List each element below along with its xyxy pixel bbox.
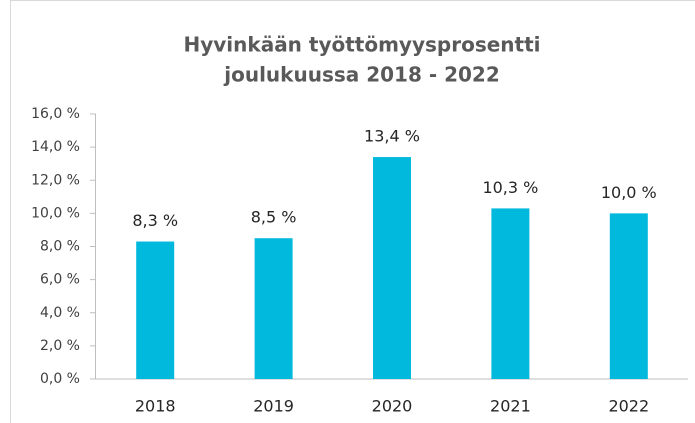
data-label: 8,5 %	[251, 208, 297, 227]
chart-frame	[10, 0, 695, 423]
bar	[491, 208, 530, 379]
chart-title: joulukuussa 2018 - 2022	[223, 63, 500, 87]
data-label: 13,4 %	[364, 127, 420, 146]
y-tick-label: 14,0 %	[31, 139, 80, 155]
y-tick-label: 0,0 %	[40, 371, 80, 387]
y-tick-label: 2,0 %	[40, 338, 80, 354]
y-tick-label: 8,0 %	[40, 239, 80, 255]
data-label: 8,3 %	[132, 211, 178, 230]
x-tick-label: 2019	[253, 397, 294, 416]
chart-title: Hyvinkään työttömyysprosentti	[183, 33, 540, 57]
bar	[254, 238, 293, 379]
bar	[609, 213, 648, 379]
data-label: 10,3 %	[482, 178, 538, 197]
y-tick-label: 16,0 %	[31, 106, 80, 122]
y-tick-label: 4,0 %	[40, 305, 80, 321]
bar	[136, 241, 175, 379]
bar	[373, 157, 411, 379]
data-label: 10,0 %	[601, 183, 657, 202]
x-tick-label: 2020	[372, 397, 413, 416]
y-tick-label: 6,0 %	[40, 272, 80, 288]
x-tick-label: 2021	[490, 397, 531, 416]
x-tick-label: 2018	[135, 397, 176, 416]
y-tick-label: 12,0 %	[31, 172, 80, 188]
y-tick-label: 10,0 %	[31, 205, 80, 221]
x-tick-label: 2022	[608, 397, 649, 416]
